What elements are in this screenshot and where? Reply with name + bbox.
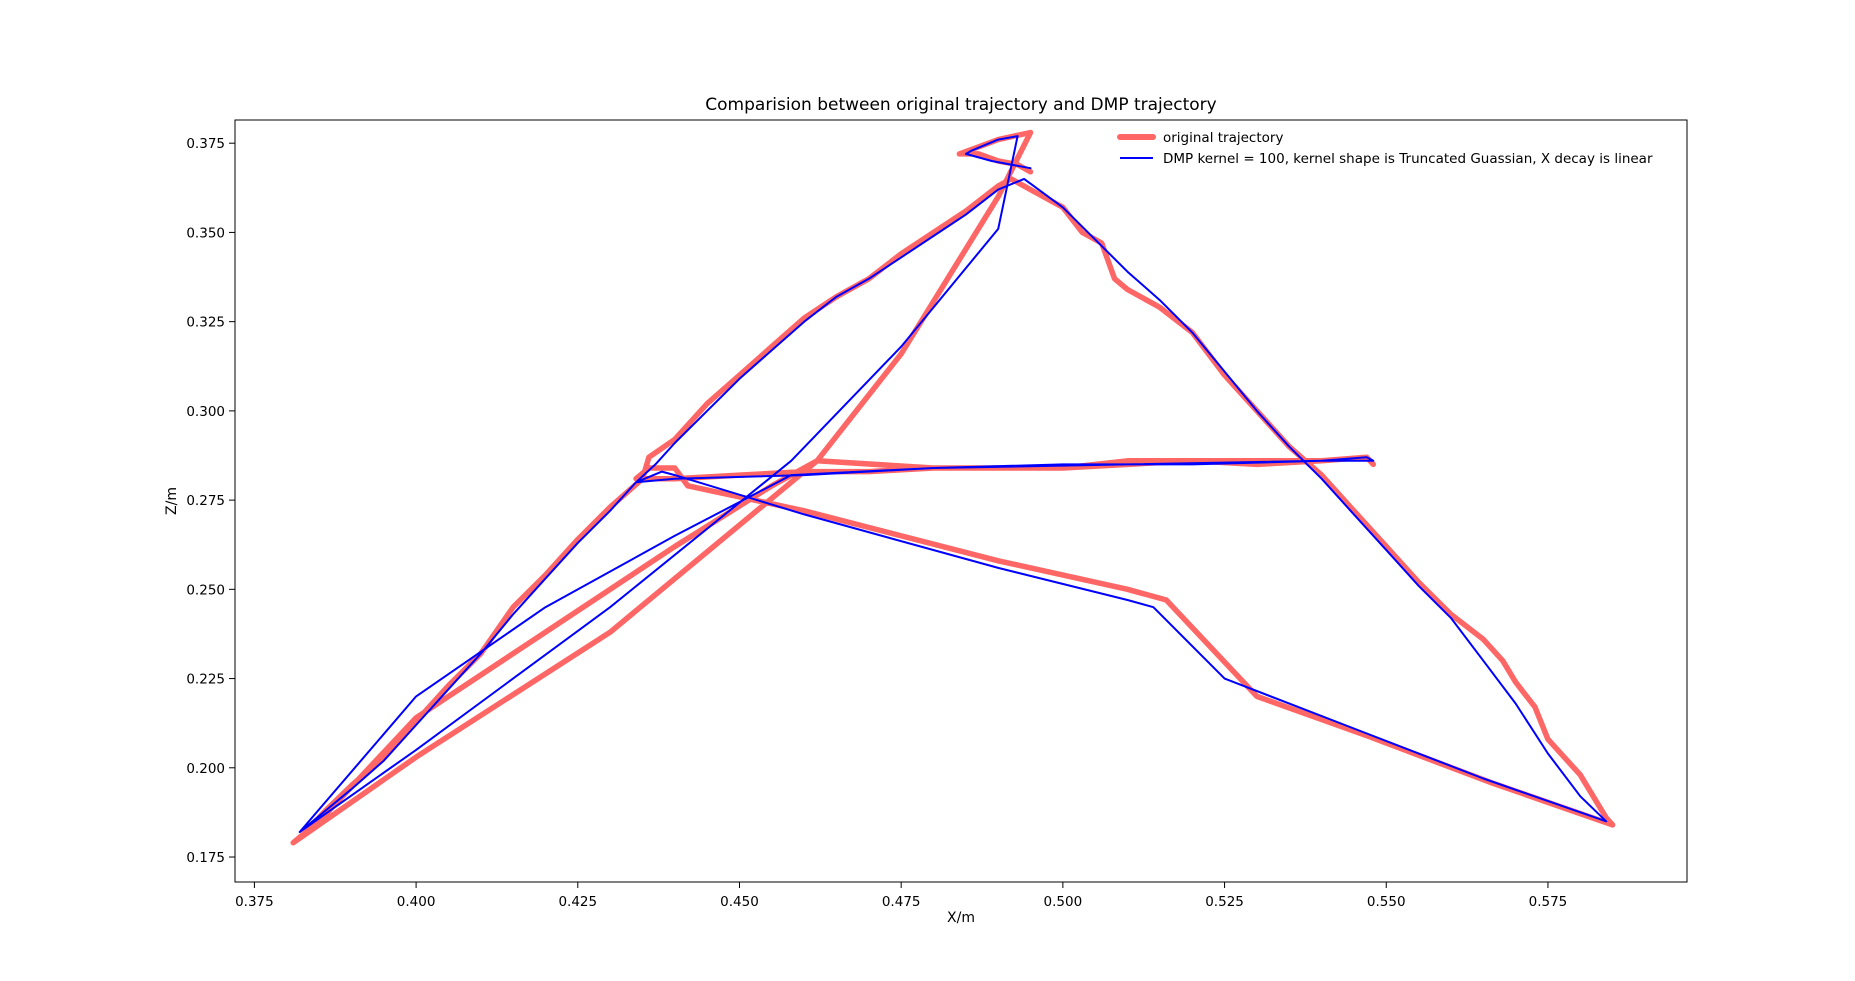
x-tick-label: 0.475 xyxy=(882,894,921,910)
chart-title: Comparision between original trajectory … xyxy=(705,95,1216,115)
x-tick-label: 0.450 xyxy=(720,894,759,910)
y-tick-label: 0.250 xyxy=(186,582,225,598)
y-tick-label: 0.275 xyxy=(186,493,225,509)
legend-label-original: original trajectory xyxy=(1163,130,1283,146)
y-tick-label: 0.300 xyxy=(186,404,225,420)
x-axis-label: X/m xyxy=(947,910,975,926)
y-tick-label: 0.225 xyxy=(186,672,225,688)
x-tick-label: 0.400 xyxy=(397,894,436,910)
series-line-original xyxy=(290,129,1616,846)
y-axis: 0.175 0.200 0.225 0.250 0.275 0.300 0.325 0.350… xyxy=(186,136,235,866)
y-axis-label: Z/m xyxy=(164,487,180,515)
series-line-dmp xyxy=(298,135,1608,833)
x-tick-label: 0.375 xyxy=(235,894,274,910)
y-tick-label: 0.175 xyxy=(186,850,225,866)
x-tick-label: 0.425 xyxy=(558,894,597,910)
x-tick-label: 0.525 xyxy=(1205,894,1244,910)
y-tick-label: 0.375 xyxy=(186,136,225,152)
legend: original trajectory DMP kernel = 100, ke… xyxy=(1117,130,1653,167)
x-tick-label: 0.575 xyxy=(1529,894,1568,910)
y-tick-label: 0.350 xyxy=(186,225,225,241)
x-tick-label: 0.500 xyxy=(1044,894,1083,910)
legend-label-dmp: DMP kernel = 100, kernel shape is Trunca… xyxy=(1163,151,1653,167)
y-tick-label: 0.325 xyxy=(186,315,225,331)
x-tick-label: 0.550 xyxy=(1367,894,1406,910)
y-tick-label: 0.200 xyxy=(186,761,225,777)
plot-frame xyxy=(234,119,1688,883)
x-axis: 0.375 0.400 0.425 0.450 0.475 0.500 0.525 0.550… xyxy=(235,882,1567,910)
plot-layer xyxy=(290,129,1616,846)
